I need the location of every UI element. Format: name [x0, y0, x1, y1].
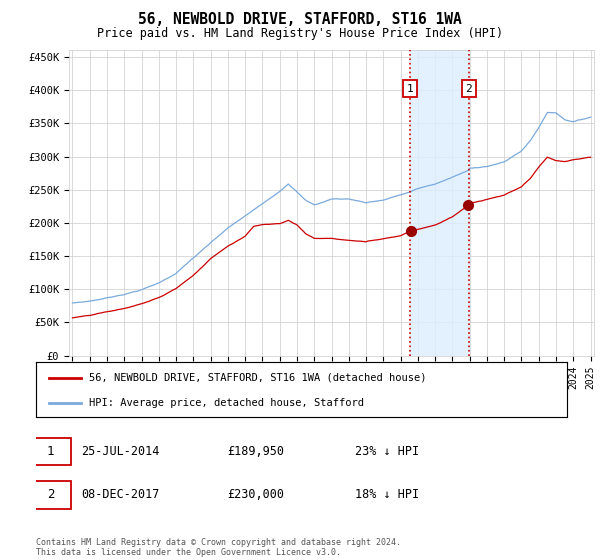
Text: HPI: Average price, detached house, Stafford: HPI: Average price, detached house, Staf…: [89, 399, 364, 408]
Bar: [410, 50, 469, 356]
Text: £230,000: £230,000: [227, 488, 284, 501]
FancyBboxPatch shape: [31, 481, 71, 508]
Text: 1: 1: [47, 445, 55, 458]
Text: 23% ↓ HPI: 23% ↓ HPI: [355, 445, 419, 458]
Text: Price paid vs. HM Land Registry's House Price Index (HPI): Price paid vs. HM Land Registry's House …: [97, 27, 503, 40]
FancyBboxPatch shape: [31, 437, 71, 465]
Text: £189,950: £189,950: [227, 445, 284, 458]
Text: 2: 2: [465, 83, 472, 94]
Text: 1: 1: [407, 83, 413, 94]
Text: 56, NEWBOLD DRIVE, STAFFORD, ST16 1WA: 56, NEWBOLD DRIVE, STAFFORD, ST16 1WA: [138, 12, 462, 27]
Text: 56, NEWBOLD DRIVE, STAFFORD, ST16 1WA (detached house): 56, NEWBOLD DRIVE, STAFFORD, ST16 1WA (d…: [89, 373, 427, 382]
Text: 2: 2: [47, 488, 55, 501]
Text: 08-DEC-2017: 08-DEC-2017: [81, 488, 160, 501]
Text: 18% ↓ HPI: 18% ↓ HPI: [355, 488, 419, 501]
Text: Contains HM Land Registry data © Crown copyright and database right 2024.
This d: Contains HM Land Registry data © Crown c…: [36, 538, 401, 557]
Text: 25-JUL-2014: 25-JUL-2014: [81, 445, 160, 458]
